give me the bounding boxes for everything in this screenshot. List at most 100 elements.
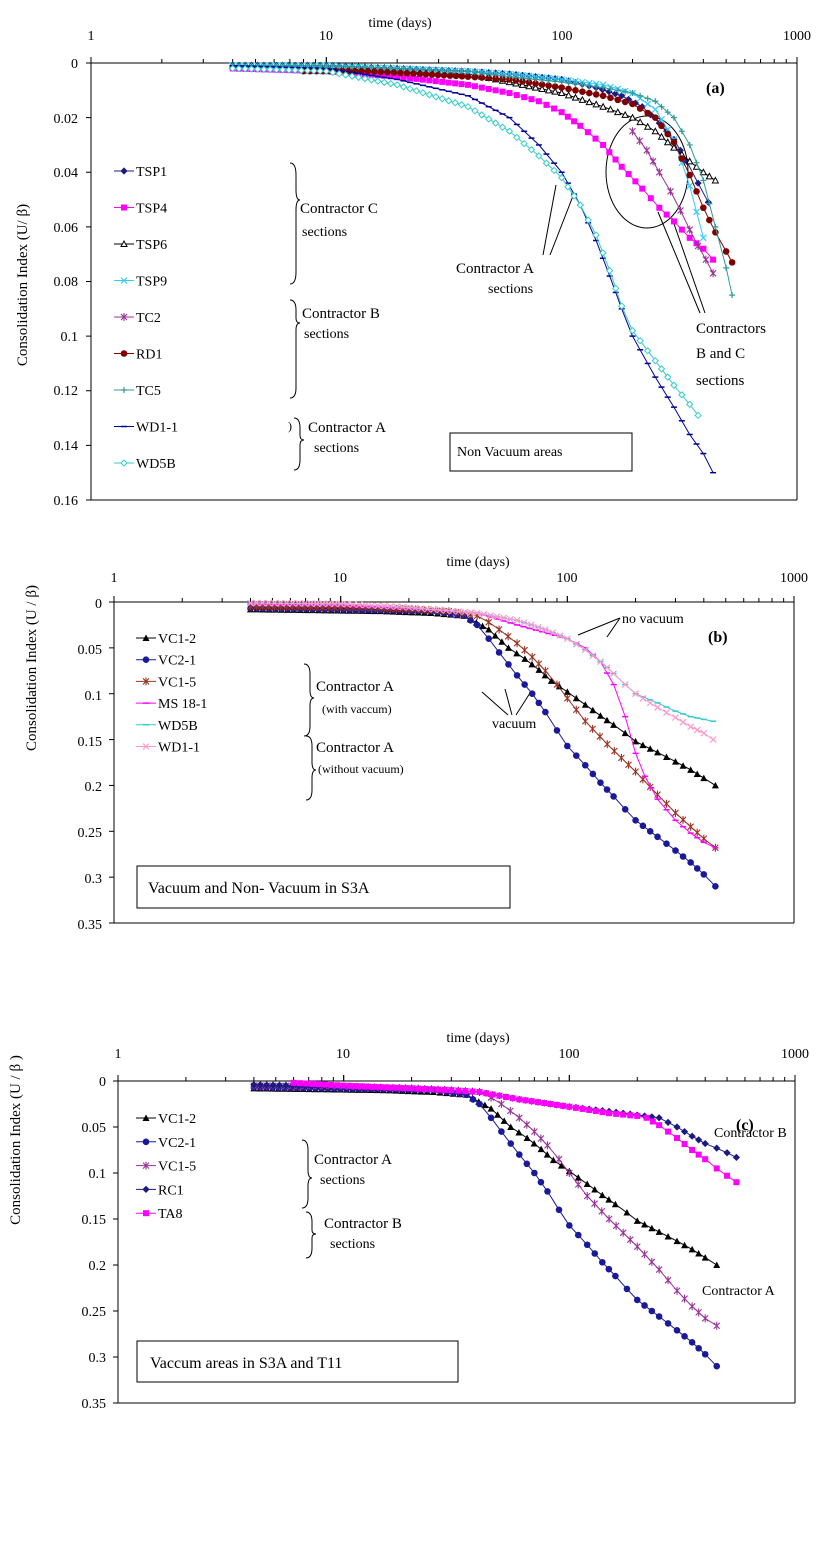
- point-b-1-10-1: [535, 699, 543, 707]
- point-b-1-18-2: [646, 827, 654, 835]
- point-c-4-5-3: [535, 1099, 542, 1106]
- point-b-5-6-1: [572, 640, 580, 648]
- point-b-0-6-1: [513, 649, 521, 657]
- point-a-2-8-1: [657, 132, 666, 140]
- point-a-8-13: [670, 381, 678, 389]
- point-a-5-6-1: [607, 94, 614, 102]
- point-a-5-1-6: [403, 69, 411, 77]
- point-a-5-1-3: [384, 68, 391, 76]
- point-a-8-2: [393, 81, 401, 89]
- point-b-5-1-10: [399, 603, 407, 611]
- point-a-1-2-9: [452, 80, 459, 87]
- point-c-4-5-7: [560, 1102, 567, 1109]
- point-b-1-6: [485, 635, 493, 642]
- point-b-5-4: [513, 616, 521, 624]
- point-c-4-1-7: [383, 1084, 390, 1091]
- point-c-0-15-2: [648, 1224, 656, 1232]
- point-b-1-9: [513, 672, 521, 679]
- y-axis-label-c: Consolidation Index (U / β ): [8, 1055, 24, 1225]
- legend-group-b-2: Contractor A: [316, 740, 394, 756]
- callout-a-arrow-2: [549, 195, 574, 256]
- point-b-1-4-1: [467, 617, 474, 624]
- point-c-0-11-1: [591, 1186, 599, 1193]
- point-a-1-5-1: [543, 101, 550, 108]
- point-c-2-14: [633, 1242, 641, 1251]
- callout-vac-arrow-3: [515, 692, 531, 716]
- point-a-6-2-3: [413, 66, 420, 73]
- point-c-1-20: [673, 1327, 681, 1334]
- point-a-2-4-6: [544, 86, 553, 94]
- point-a-6-1-8: [374, 64, 381, 71]
- callout-bc-arrow-1: [657, 211, 701, 314]
- point-a-1-2-2: [407, 75, 414, 82]
- brace-c-1: [301, 1139, 313, 1209]
- box-c-text: Vaccum areas in S3A and T11: [150, 1355, 342, 1372]
- y-tick-025-c: 0.25: [82, 1305, 107, 1320]
- point-a-8-1-3: [341, 71, 350, 79]
- annotation-contractor-a: Contractor A sections: [456, 184, 574, 297]
- point-b-0-9: [547, 677, 555, 684]
- point-a-1-2-7: [439, 78, 446, 85]
- point-b-5-0-1: [253, 599, 260, 607]
- point-c-4-7-1: [613, 1110, 620, 1117]
- point-a-1-2-6: [432, 78, 439, 85]
- point-c-4-0: [290, 1079, 297, 1086]
- legend-marker-c-3: [142, 1185, 150, 1193]
- point-a-5-3: [464, 73, 472, 80]
- point-c-2-11: [565, 1169, 573, 1177]
- point-a-6-5: [558, 79, 565, 86]
- point-c-1-19-1: [664, 1320, 672, 1327]
- point-b-1-9-1: [521, 681, 528, 688]
- point-b-0-13: [610, 721, 618, 728]
- point-c-3-9-1: [664, 1118, 672, 1126]
- series-group-b: [246, 599, 719, 890]
- point-a-8-2-4: [419, 89, 427, 97]
- point-b-5-1-6: [374, 602, 382, 610]
- legend-marker-c-1: [142, 1138, 150, 1146]
- point-c-0-16-1: [664, 1232, 672, 1240]
- point-a-2-7: [628, 113, 637, 121]
- point-c-1-21: [688, 1338, 696, 1346]
- legend-group-a-2-sub: sections: [304, 327, 349, 342]
- point-a-5-3-2: [478, 74, 486, 81]
- legend-item-b-3: MS 18-1: [136, 697, 207, 712]
- point-a-6-4: [506, 73, 513, 80]
- point-a-6-2-7: [439, 67, 446, 74]
- point-a-6-2-6: [432, 66, 439, 73]
- point-a-8-2-5: [425, 91, 434, 99]
- legend-item-b-2: VC1-5: [136, 675, 196, 690]
- point-b-5-2-6: [442, 607, 450, 614]
- point-b-2-8-1: [535, 659, 543, 668]
- point-a-5-5-1: [565, 85, 572, 93]
- legend-marker-c-4: [143, 1210, 149, 1217]
- point-b-0-7: [521, 655, 529, 662]
- point-b-5-0-14: [331, 600, 339, 608]
- point-a-1-4-3: [528, 96, 535, 103]
- point-a-5-2-5: [446, 72, 454, 79]
- point-b-0-8: [535, 666, 543, 673]
- point-b-5-1-3: [355, 601, 363, 609]
- point-a-6-10-1: [693, 159, 700, 166]
- point-a-6-4-2: [519, 75, 526, 82]
- point-c-4-9: [643, 1114, 650, 1121]
- y-tick-015-b: 0.15: [78, 735, 103, 750]
- point-c-0-18-1: [695, 1250, 703, 1257]
- point-b-0-5-2: [498, 638, 506, 645]
- point-a-2-4-7: [551, 87, 559, 95]
- point-a-8-0-13: [310, 67, 318, 75]
- point-b-5-0: [247, 599, 254, 607]
- point-b-0-10-1: [572, 694, 580, 702]
- point-a-1-6: [558, 109, 565, 116]
- point-b-5-2-7: [448, 607, 456, 615]
- point-c-4-0-2: [303, 1080, 310, 1087]
- legend-item-a-3: TSP9: [114, 275, 167, 290]
- point-b-2-7: [513, 639, 521, 648]
- point-a-5-6: [599, 92, 607, 100]
- point-a-8-3-2: [478, 111, 486, 119]
- point-b-5-3-1: [480, 610, 488, 618]
- point-c-4-7: [606, 1110, 613, 1117]
- point-a-3-8-1: [658, 116, 665, 123]
- point-b-1-17: [621, 805, 629, 813]
- point-a-6-7: [629, 90, 636, 97]
- point-a-2-10: [685, 157, 694, 165]
